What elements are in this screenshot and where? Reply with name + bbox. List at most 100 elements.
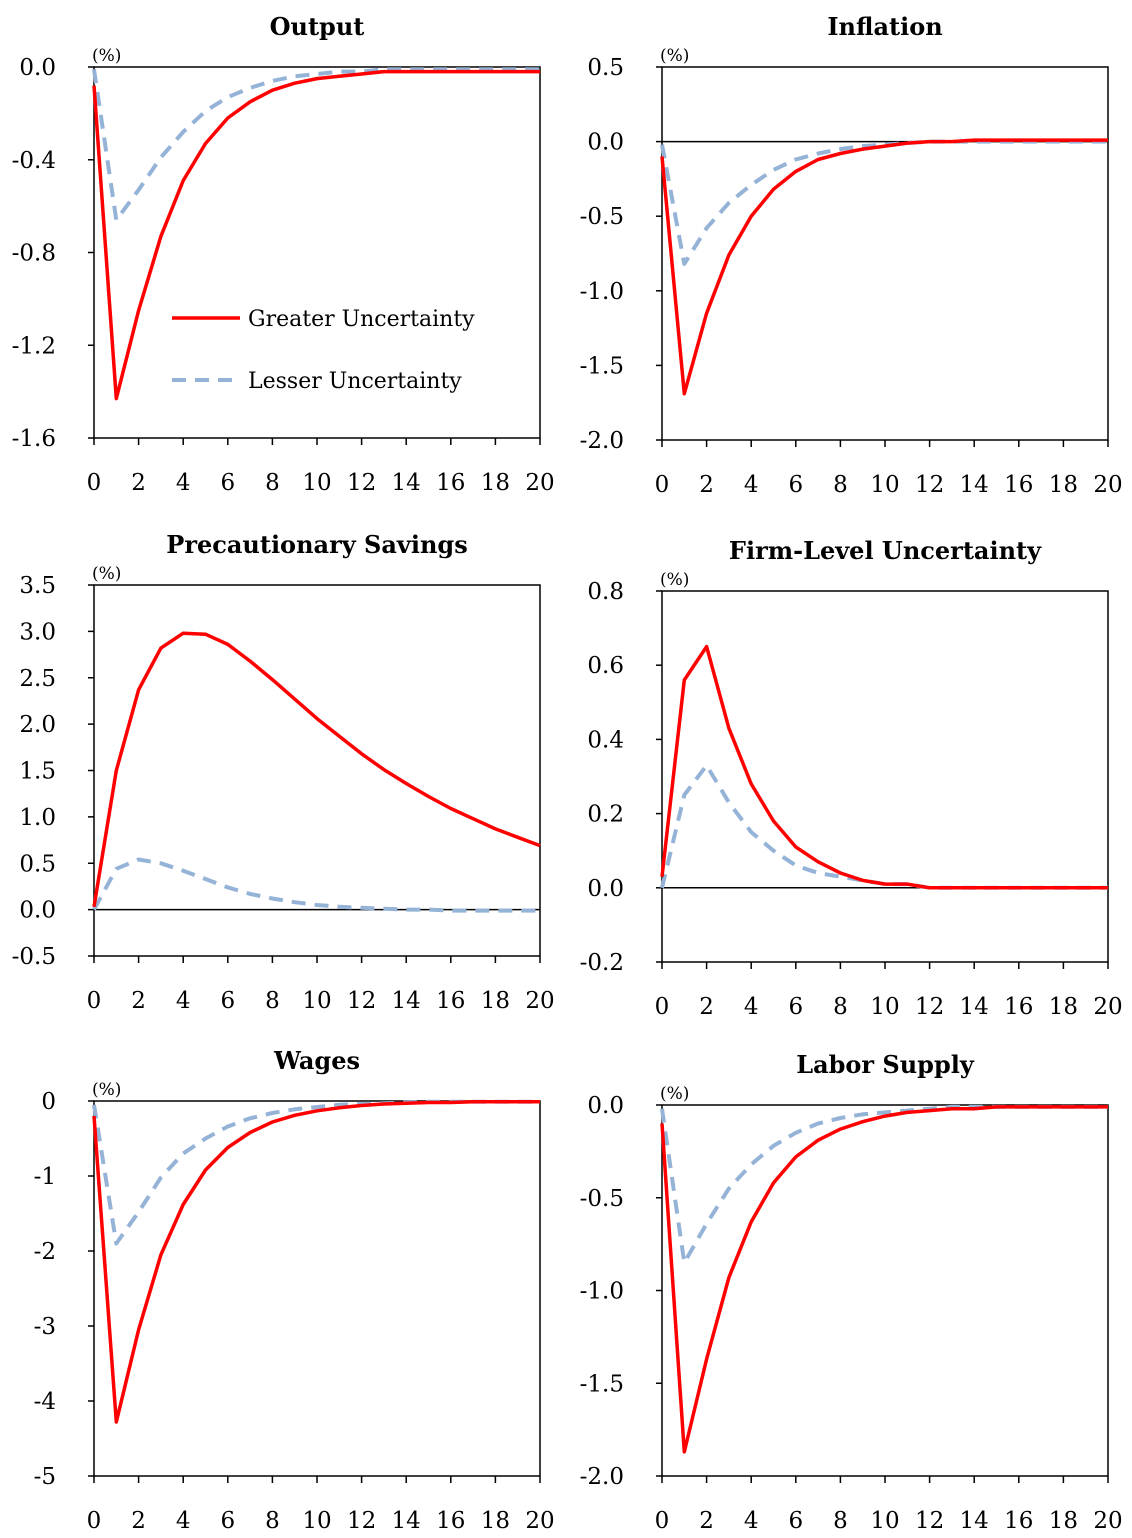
series-greater-uncertainty [660, 644, 1108, 890]
x-tick-label: 18 [481, 470, 510, 496]
x-tick-label: 0 [655, 994, 670, 1020]
unit-label: (%) [660, 46, 689, 66]
y-tick-label: 3.5 [19, 573, 56, 599]
chart-title: Output [270, 12, 365, 41]
plot-frame [93, 1100, 541, 1477]
x-tick-label: 18 [1049, 1508, 1078, 1534]
y-tick-label: -2 [34, 1239, 56, 1265]
x-tick-label: 0 [655, 1508, 670, 1534]
y-tick-label: -1.5 [580, 1371, 624, 1397]
x-tick-label: 12 [915, 1508, 944, 1534]
plot-frame [661, 590, 1109, 963]
panel-wages: Wages (%) 0 -1 -2 -3 -4 -5 0 2 4 6 8 10 12 14 16 18 20 [34, 1046, 555, 1534]
y-tick-label: -1.5 [580, 353, 624, 379]
y-tick-label: -0.5 [580, 1186, 624, 1212]
plot-frame [93, 584, 541, 957]
series-lesser-uncertainty [660, 763, 1108, 890]
y-tick-label: -3 [34, 1314, 56, 1340]
x-tick-label: 14 [960, 1508, 989, 1534]
x-tick-label: 16 [1004, 994, 1033, 1020]
x-tick-label: 8 [265, 470, 280, 496]
x-tick-label: 6 [788, 994, 803, 1020]
x-tick-label: 4 [744, 994, 759, 1020]
panel-inflation: Inflation(%)0.50.0-0.5-1.0-1.5-2.00 2 4 6 8 1… [580, 12, 1123, 498]
y-tick-label: 0.8 [587, 579, 624, 605]
chart-title: Labor Supply [796, 1050, 975, 1079]
y-tick-label: -0.8 [12, 241, 56, 267]
y-tick-label: 0.5 [19, 851, 56, 877]
x-tick-label: 6 [220, 1508, 235, 1534]
unit-label: (%) [92, 1080, 121, 1100]
x-tick-label: 4 [744, 1508, 759, 1534]
y-tick-label: -1.6 [12, 426, 56, 452]
x-tick-label: 16 [1004, 472, 1033, 498]
x-tick-label: 12 [347, 988, 376, 1014]
y-tick-label: -1.2 [12, 333, 56, 359]
x-tick-label: 14 [392, 1508, 421, 1534]
series-lesser-uncertainty [660, 139, 1108, 266]
series-greater-uncertainty [92, 631, 541, 908]
x-tick-label: 2 [699, 472, 714, 498]
x-tick-label: 4 [176, 1508, 191, 1534]
y-tick-label: 0.5 [587, 55, 624, 81]
y-tick-label: 0.0 [587, 876, 624, 902]
y-tick-label: -2.0 [580, 1464, 624, 1490]
series-lesser-uncertainty [92, 1099, 540, 1246]
x-tick-label: 16 [436, 1508, 465, 1534]
y-tick-label: -2.0 [580, 428, 624, 454]
chart-title: Precautionary Savings [166, 530, 467, 559]
y-tick-label: 0.2 [587, 802, 624, 828]
y-tick-label: 0 [41, 1089, 56, 1115]
y-tick-label: -5 [34, 1464, 56, 1490]
series-greater-uncertainty [92, 69, 540, 401]
legend: Greater Uncertainty Lesser Uncertainty [172, 307, 475, 394]
x-tick-label: 0 [87, 470, 102, 496]
legend-label: Lesser Uncertainty [248, 369, 462, 394]
chart-title: Wages [273, 1046, 360, 1075]
series-greater-uncertainty [92, 1100, 540, 1424]
unit-label: (%) [660, 570, 689, 590]
x-tick-label: 0 [655, 472, 670, 498]
x-tick-label: 10 [870, 1508, 899, 1534]
y-tick-label: -0.2 [580, 950, 624, 976]
x-tick-label: 12 [915, 472, 944, 498]
y-tick-label: -0.5 [12, 944, 56, 970]
x-tick-label: 8 [833, 994, 848, 1020]
panel-precautionary-savings: Precautionary Savings (%) 3.5 3.0 2.5 2.0 1.5 1… [12, 530, 555, 1014]
x-tick-label: 2 [131, 1508, 146, 1534]
chart-title: Firm-Level Uncertainty [729, 536, 1042, 565]
x-tick-label: 12 [347, 470, 376, 496]
x-tick-label: 4 [744, 472, 759, 498]
plot-frame [661, 1104, 1109, 1477]
y-tick-label: 2.0 [19, 712, 56, 738]
y-tick-label: 1.5 [19, 759, 56, 785]
y-tick-label: 2.5 [19, 666, 56, 692]
x-tick-label: 10 [302, 1508, 331, 1534]
x-tick-label: 10 [302, 470, 331, 496]
y-tick-label: -1 [34, 1164, 56, 1190]
panel-output: Output (%) 0.0 -0.4 -0.8 -1.2 -1.6 0 2 4 6 8 10 12 14 1… [12, 12, 555, 496]
x-tick-label: 20 [1093, 472, 1122, 498]
series-lesser-uncertainty [92, 67, 540, 222]
series-lesser-uncertainty [660, 1104, 1108, 1265]
chart-title: Inflation [827, 12, 942, 41]
x-tick-label: 8 [265, 988, 280, 1014]
series-greater-uncertainty [660, 1105, 1108, 1454]
y-tick-label: -1.0 [580, 279, 624, 305]
x-tick-label: 18 [481, 1508, 510, 1534]
unit-label: (%) [92, 564, 121, 584]
x-tick-label: 10 [870, 472, 899, 498]
x-tick-label: 8 [833, 472, 848, 498]
x-tick-label: 2 [131, 988, 146, 1014]
x-tick-label: 6 [220, 988, 235, 1014]
x-tick-label: 20 [1093, 1508, 1122, 1534]
x-tick-label: 2 [131, 470, 146, 496]
x-tick-label: 2 [699, 994, 714, 1020]
series-lesser-uncertainty [92, 857, 540, 913]
y-tick-label: 1.0 [19, 805, 56, 831]
x-tick-label: 20 [525, 470, 554, 496]
x-tick-label: 16 [436, 470, 465, 496]
y-tick-label: 3.0 [19, 619, 56, 645]
x-tick-label: 14 [392, 988, 421, 1014]
